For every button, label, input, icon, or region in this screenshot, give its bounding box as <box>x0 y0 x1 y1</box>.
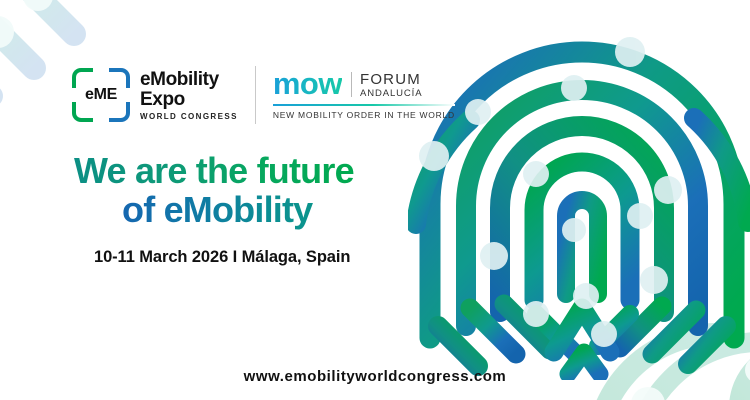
bracket-corner-bottom-left-icon <box>72 102 93 122</box>
mow-forum-line1: FORUM <box>359 71 421 89</box>
mow-logo-top: mow FORUM ANDALUCÍA <box>272 66 455 102</box>
mow-vertical-rule <box>350 72 352 97</box>
logo-divider <box>254 66 256 124</box>
eme-monogram: eME <box>85 86 117 103</box>
mow-forum-logo[interactable]: mow FORUM ANDALUCÍA NEW MOBILITY ORDER I… <box>272 66 455 120</box>
emobility-expo-logo[interactable]: eME eMobility Expo WORLD CONGRESS <box>72 68 238 122</box>
mow-forum-line2: ANDALUCÍA <box>359 88 423 100</box>
bracket-corner-top-left-icon <box>72 68 93 88</box>
mow-gradient-rule <box>272 103 455 106</box>
headline-line-2: of eMobility <box>122 190 354 230</box>
eme-name-line1: eMobility <box>140 68 219 90</box>
eme-bracket-mark: eME <box>72 68 130 122</box>
logo-row: eME eMobility Expo WORLD CONGRESS mow FO… <box>72 66 455 124</box>
eme-subtitle: WORLD CONGRESS <box>140 111 238 121</box>
mow-tagline: NEW MOBILITY ORDER IN THE WORLD <box>272 109 455 120</box>
fingerprint-nodes <box>419 37 682 347</box>
eme-name-line2: Expo <box>140 88 185 110</box>
bracket-corner-bottom-right-icon <box>109 102 130 122</box>
bracket-corner-top-right-icon <box>109 68 130 88</box>
mow-forum-text: FORUM ANDALUCÍA <box>360 70 422 99</box>
emobility-expo-wordmark: eMobility Expo WORLD CONGRESS <box>140 70 238 121</box>
headline-line-1: We are the future <box>74 150 355 191</box>
website-url[interactable]: www.emobilityworldcongress.com <box>243 368 507 385</box>
event-dateline: 10-11 March 2026 I Málaga, Spain <box>94 248 351 266</box>
fingerprint-graphic <box>408 37 750 380</box>
page-title: We are the future of eMobility <box>74 150 355 230</box>
mow-wordmark: mow <box>272 66 343 102</box>
